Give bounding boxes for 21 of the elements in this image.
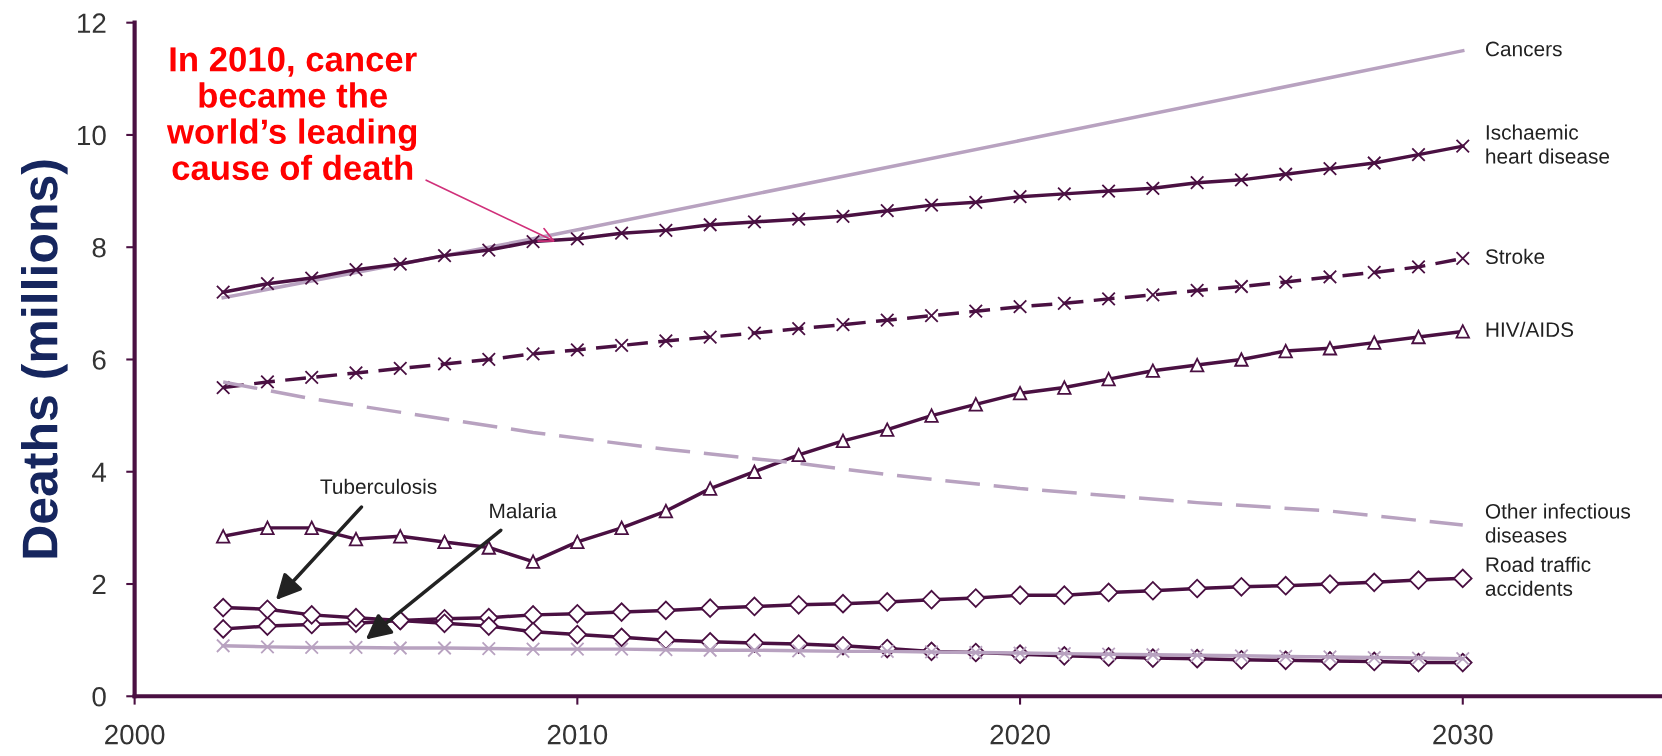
y-tick-label: 12	[78, 13, 106, 33]
series-label: HIV/AIDS	[1486, 321, 1574, 337]
y-tick-label: 6	[92, 350, 106, 370]
x-tick-label: 2020	[990, 724, 1050, 745]
x-tick-label: 2030	[1433, 724, 1493, 745]
annotation: In 2010, cancer became the world’s leading cause of death	[166, 47, 417, 181]
series-label: Ischaemic heart disease	[1486, 124, 1610, 164]
y-tick-label: 10	[78, 125, 106, 146]
y-tick-label: 8	[92, 237, 106, 258]
series-label: Other infectious diseases	[1485, 503, 1631, 543]
series-label: Stroke	[1485, 248, 1545, 265]
series-label: Cancers	[1485, 41, 1562, 57]
y-tick-label: 4	[92, 462, 107, 482]
text: Malaria	[490, 503, 557, 519]
y-axis-title: Deaths (millions)	[21, 160, 68, 558]
y-tick-label: 0	[92, 686, 106, 707]
x-tick-label: 2010	[547, 724, 608, 745]
y-tick-label: 2	[92, 574, 106, 595]
x-tick-label: 2000	[105, 724, 165, 745]
text: Tuberculosis	[320, 478, 437, 495]
series-label: Road traffic accidents	[1485, 556, 1591, 596]
